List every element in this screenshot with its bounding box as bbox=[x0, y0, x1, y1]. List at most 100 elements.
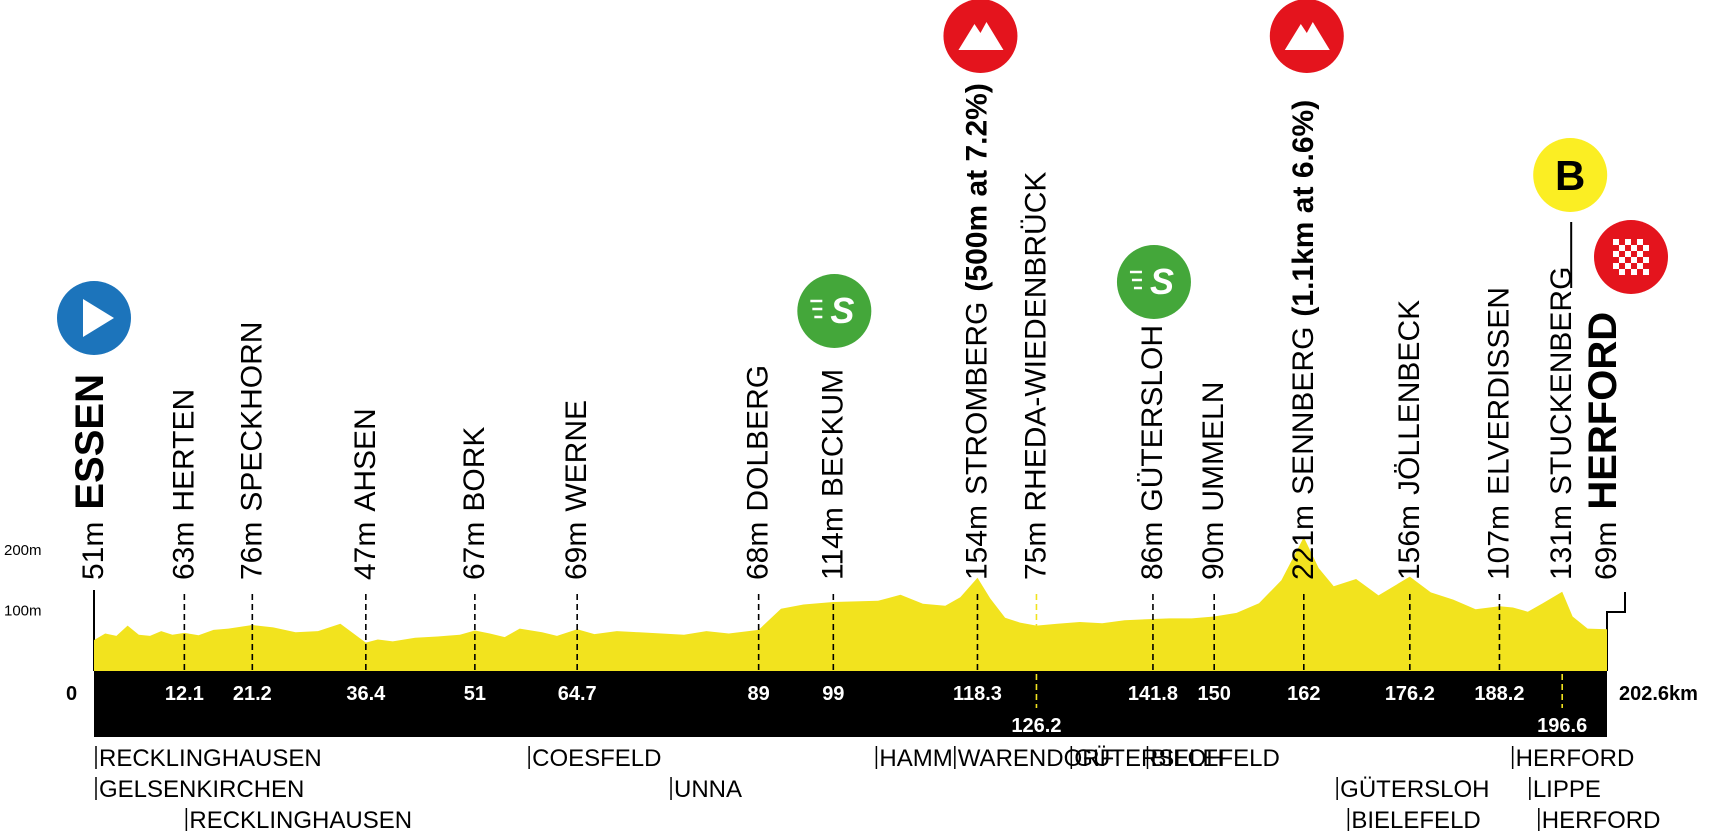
distance-bar bbox=[93, 590, 1626, 737]
altitude-label-herford: 69mHERFORD bbox=[1581, 312, 1625, 580]
end-km-label: 202.6km bbox=[1619, 683, 1698, 705]
place-name-bork: BORK bbox=[458, 427, 491, 512]
place-label-essen: 51mESSEN bbox=[68, 374, 112, 580]
district-label-herford: HERFORD bbox=[1542, 807, 1661, 834]
altitude-label-jollenbeck: 156m bbox=[1393, 505, 1426, 580]
place-name-beckum: BECKUM bbox=[816, 369, 849, 497]
play-arrow-icon bbox=[83, 299, 114, 337]
km-label-ahsen: 36.4 bbox=[346, 683, 386, 705]
place-text-stromberg: 154m STROMBERG (500m at 7.2%) bbox=[960, 83, 993, 580]
elevation-area bbox=[94, 537, 1607, 671]
altitude-label-sennberg: 221m bbox=[1287, 505, 1320, 580]
km-label-herten: 12.1 bbox=[165, 683, 204, 705]
place-text-speckhorn: 76m SPECKHORN bbox=[235, 322, 268, 580]
checker-square-icon bbox=[1637, 263, 1643, 269]
altitude-label-gutersloh: 86m bbox=[1136, 522, 1169, 580]
place-text-elverdissen: 107m ELVERDISSEN bbox=[1482, 287, 1515, 580]
checker-square-icon bbox=[1643, 245, 1649, 251]
place-label-elverdissen: 107m ELVERDISSEN bbox=[1482, 287, 1515, 580]
checker-square-icon bbox=[1625, 239, 1631, 245]
climb-note-sennberg: (1.1km at 6.6%) bbox=[1287, 100, 1320, 317]
place-labels: 51mESSEN 63m HERTEN 76m SPECKHORN 47m AHSEN 67m… bbox=[68, 83, 1625, 580]
place-label-sennberg: 221m SENNBERG (1.1km at 6.6%) bbox=[1287, 100, 1320, 580]
checker-square-icon bbox=[1643, 257, 1649, 263]
km-label-werne: 64.7 bbox=[558, 683, 597, 705]
km-label-stuckenberg: 196.6 bbox=[1537, 715, 1587, 737]
checker-square-icon bbox=[1637, 251, 1643, 257]
district-label-gutersloh: GÜTERSLOH bbox=[1340, 776, 1489, 803]
place-name-essen: ESSEN bbox=[68, 374, 112, 510]
place-label-stuckenberg: 131m STUCKENBERG bbox=[1545, 267, 1578, 580]
elevation-profile bbox=[94, 537, 1607, 671]
km-label-speckhorn: 21.2 bbox=[233, 683, 272, 705]
place-name-elverdissen: ELVERDISSEN bbox=[1482, 287, 1515, 495]
bonus-icon-letter: B bbox=[1555, 152, 1585, 199]
km-label-gutersloh: 141.8 bbox=[1128, 683, 1178, 705]
altitude-label-herten: 63m bbox=[167, 522, 200, 580]
altitude-label-essen: 51mESSEN bbox=[68, 374, 112, 580]
place-label-dolberg: 68m DOLBERG bbox=[742, 365, 775, 580]
checkpoint-lines bbox=[183, 594, 1563, 708]
place-name-dolberg: DOLBERG bbox=[742, 365, 775, 512]
checker-square-icon bbox=[1613, 239, 1619, 245]
checker-square-icon bbox=[1625, 263, 1631, 269]
place-name-rheda-wiedenbruck: RHEDA-WIEDENBRÜCK bbox=[1019, 172, 1052, 512]
start-km-label: 0 bbox=[66, 683, 77, 705]
altitude-label-ummeln: 90m bbox=[1197, 522, 1230, 580]
distance-bar-rect bbox=[94, 671, 1607, 737]
checker-square-icon bbox=[1631, 245, 1637, 251]
altitude-label-elverdissen: 107m bbox=[1482, 505, 1515, 580]
checker-square-icon bbox=[1619, 269, 1625, 275]
checker-square-icon bbox=[1613, 263, 1619, 269]
altitude-label-beckum: 114m bbox=[816, 507, 849, 580]
place-name-ummeln: UMMELN bbox=[1197, 382, 1230, 512]
place-label-speckhorn: 76m SPECKHORN bbox=[235, 322, 268, 580]
place-label-beckum: 114m BECKUM bbox=[816, 369, 849, 580]
district-label-lippe: LIPPE bbox=[1533, 776, 1601, 803]
bonus-icon bbox=[1533, 138, 1608, 212]
km-label-bork: 51 bbox=[464, 683, 486, 705]
altitude-label-werne: 69m bbox=[560, 522, 593, 580]
place-text-sennberg: 221m SENNBERG (1.1km at 6.6%) bbox=[1287, 100, 1320, 580]
place-name-jollenbeck: JÖLLENBECK bbox=[1393, 300, 1426, 495]
place-name-gutersloh: GÜTERSLOH bbox=[1136, 325, 1169, 512]
markers: S S B bbox=[57, 0, 1668, 355]
place-label-ahsen: 47m AHSEN bbox=[349, 408, 382, 580]
place-text-ummeln: 90m UMMELN bbox=[1197, 382, 1230, 580]
km-label-beckum: 99 bbox=[822, 683, 844, 705]
place-name-werne: WERNE bbox=[560, 400, 593, 512]
district-label-gutersloh: GÜTERSLOH bbox=[1074, 745, 1223, 772]
mountain-shape-icon bbox=[1284, 22, 1330, 50]
place-text-werne: 69m WERNE bbox=[560, 400, 593, 580]
place-label-gutersloh: 86m GÜTERSLOH bbox=[1136, 325, 1169, 580]
checker-square-icon bbox=[1637, 239, 1643, 245]
y-axis: 200m 100m bbox=[4, 542, 42, 620]
y-tick-label-200: 200m bbox=[4, 542, 42, 559]
place-name-ahsen: AHSEN bbox=[349, 408, 382, 511]
place-name-speckhorn: SPECKHORN bbox=[235, 322, 268, 512]
checker-square-icon bbox=[1631, 257, 1637, 263]
sprint-icon-letter: S bbox=[830, 290, 854, 331]
altitude-label-stromberg: 154m bbox=[960, 505, 993, 580]
checker-square-icon bbox=[1643, 269, 1649, 275]
place-name-herford: HERFORD bbox=[1581, 312, 1625, 510]
place-text-ahsen: 47m AHSEN bbox=[349, 408, 382, 580]
place-label-herford: 69mHERFORD bbox=[1581, 312, 1625, 580]
place-text-stuckenberg: 131m STUCKENBERG bbox=[1545, 267, 1578, 580]
district-label-bielefeld: BIELEFELD bbox=[1351, 807, 1480, 834]
sprint-icon bbox=[797, 274, 872, 348]
place-label-ummeln: 90m UMMELN bbox=[1197, 382, 1230, 580]
km-label-dolberg: 89 bbox=[748, 683, 770, 705]
checker-square-icon bbox=[1619, 245, 1625, 251]
district-label-unna: UNNA bbox=[674, 776, 742, 803]
altitude-label-bork: 67m bbox=[458, 522, 491, 580]
checker-square-icon bbox=[1631, 269, 1637, 275]
altitude-label-rheda-wiedenbruck: 75m bbox=[1019, 522, 1052, 580]
altitude-label-speckhorn: 76m bbox=[235, 522, 268, 580]
district-label-warendorf: WARENDORF bbox=[958, 745, 1114, 772]
place-label-jollenbeck: 156m JÖLLENBECK bbox=[1393, 300, 1426, 580]
finish-line bbox=[1606, 592, 1626, 671]
district-label-recklinghausen: RECKLINGHAUSEN bbox=[189, 807, 412, 834]
km-label-sennberg: 162 bbox=[1287, 683, 1320, 705]
